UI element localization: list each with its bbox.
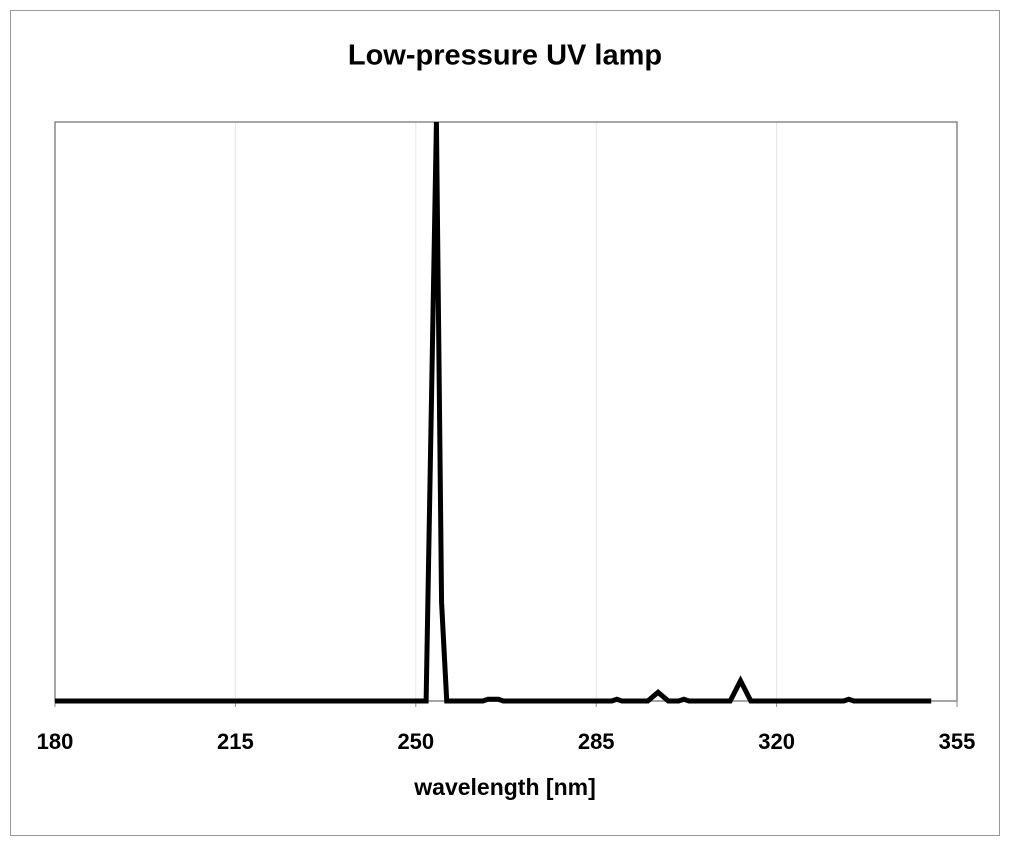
x-tick-label: 320 [758,729,795,754]
x-tick-label: 215 [217,729,254,754]
spectrum-line [55,121,932,704]
x-tick-label: 285 [578,729,615,754]
x-axis-label: wavelength [nm] [413,774,595,800]
x-tick-label: 250 [397,729,434,754]
chart-title: Low-pressure UV lamp [348,40,662,72]
x-tick-label: 355 [939,729,976,754]
x-tick-label: 180 [37,729,74,754]
chart-frame [10,10,1000,836]
